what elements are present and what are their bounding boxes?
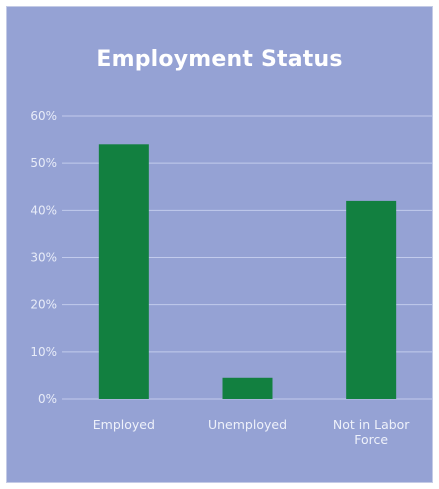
y-tick-label: 40%: [30, 203, 57, 217]
x-category-label: Unemployed: [208, 417, 287, 432]
bar: [222, 377, 273, 399]
y-tick-label: 30%: [30, 251, 57, 265]
bar: [98, 144, 149, 399]
x-category-label: Force: [354, 432, 388, 447]
y-tick-label: 60%: [30, 109, 57, 123]
y-tick-label: 20%: [30, 298, 57, 312]
y-tick-label: 10%: [30, 345, 57, 359]
bar: [346, 200, 397, 399]
chart-title: Employment Status: [96, 47, 343, 72]
x-category-label: Employed: [93, 417, 155, 432]
x-category-label: Not in Labor: [333, 417, 410, 432]
y-tick-label: 50%: [30, 156, 57, 170]
y-tick-label: 0%: [38, 392, 57, 406]
